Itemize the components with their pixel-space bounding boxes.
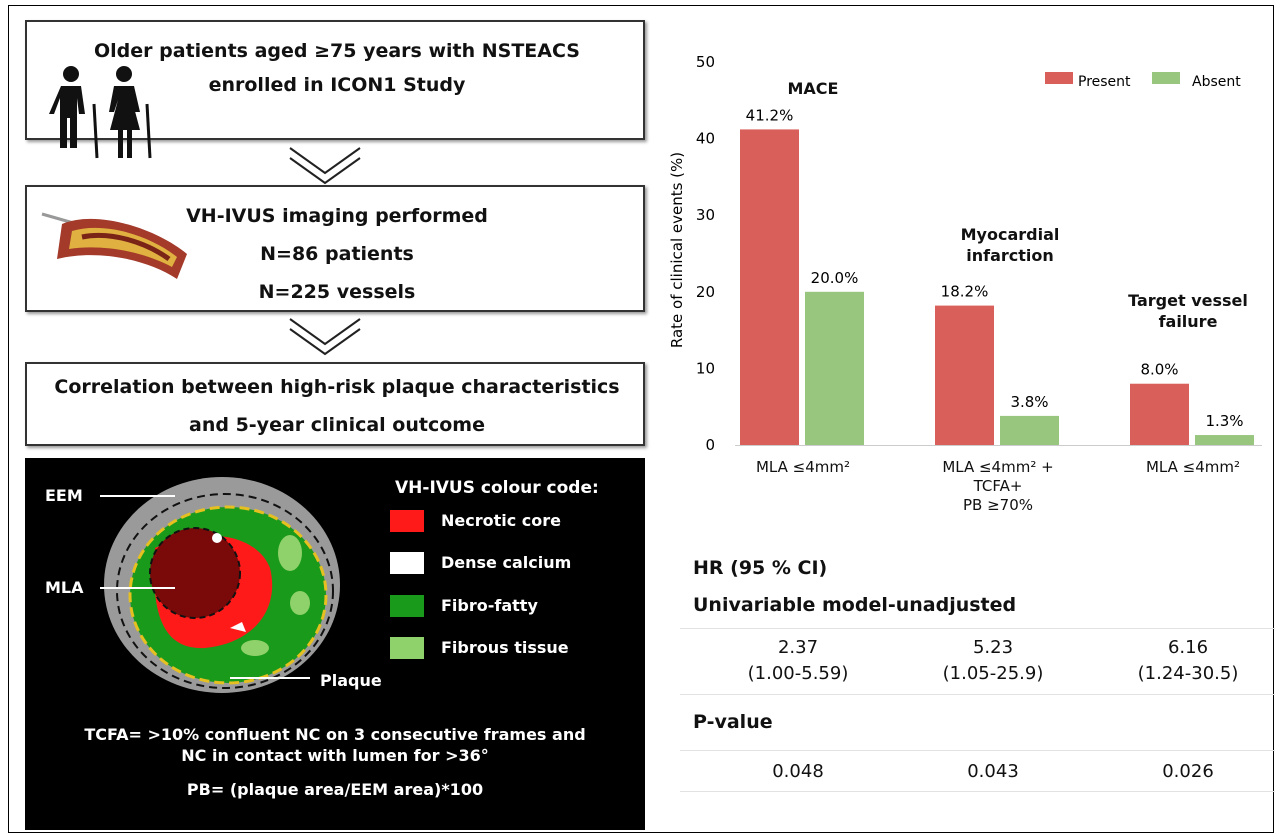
annotation: Myocardial infarction (960, 225, 1060, 265)
ivus-legend-item: Fibrous tissue (441, 638, 569, 657)
value-label: 1.3% (1205, 412, 1243, 430)
bar (1195, 435, 1254, 445)
x-tick-label: MLA ≤4mm² + TCFA+ PB ≥70% (942, 458, 1054, 514)
chevron (289, 147, 361, 185)
vessel-icon (41, 212, 187, 279)
x-tick-label: MLA ≤4mm² (1145, 458, 1241, 476)
legend-swatch (1152, 72, 1180, 84)
value-label: 8.0% (1140, 361, 1178, 379)
legend-swatch (1045, 72, 1073, 84)
table-cell: (1.00-5.59) (747, 663, 849, 684)
legend-label: Absent (1192, 74, 1241, 90)
ivus-legend-title: VH-IVUS colour code: (395, 478, 599, 498)
bar (1000, 415, 1059, 445)
y-tick-label: 0 (705, 436, 715, 454)
table-cell: 6.16 (1167, 637, 1209, 658)
table-cell: 5.23 (972, 637, 1014, 658)
value-label: 3.8% (1010, 393, 1048, 411)
step-box: Older patients aged ≥75 years with NSTEA… (25, 20, 645, 159)
ivus-note: TCFA= >10% confluent NC on 3 consecutive… (84, 725, 586, 744)
table-cell: 0.026 (1162, 761, 1214, 782)
bar (805, 291, 864, 445)
ivus-legend-item: Dense calcium (441, 553, 572, 572)
table-cell: 0.048 (772, 761, 824, 782)
step-text: and 5-year clinical outcome (189, 414, 485, 436)
section-title: Univariable model-unadjusted (693, 594, 1017, 616)
swatch (390, 595, 424, 617)
step-text: enrolled in ICON1 Study (208, 74, 466, 96)
y-tick-label: 50 (696, 53, 715, 71)
ivus-note: NC in contact with lumen for >36° (181, 746, 489, 765)
bar (935, 305, 994, 445)
step-text: VH-IVUS imaging performed (186, 205, 488, 227)
swatch (390, 552, 424, 574)
y-tick-label: 10 (696, 359, 715, 377)
table-cell: 0.043 (967, 761, 1019, 782)
ivus-panel: EEM MLA Plaque VH-IVUS colour code: Necr… (25, 458, 645, 830)
bar (740, 129, 799, 445)
ivus-label: Plaque (320, 671, 382, 690)
ivus-note: PB= (plaque area/EEM area)*100 (186, 780, 484, 799)
rule (680, 628, 1275, 629)
value-label: 18.2% (941, 283, 989, 301)
table-title: HR (95 % CI) (693, 557, 828, 579)
value-label: 41.2% (746, 106, 794, 124)
legend-label: Present (1078, 74, 1131, 90)
y-tick-label: 20 (696, 283, 715, 301)
table-cell: 2.37 (777, 637, 819, 658)
swatch (390, 637, 424, 659)
step-text: N=86 patients (260, 243, 414, 265)
rule (680, 750, 1275, 751)
ivus-label: MLA (45, 578, 84, 597)
step-text: Older patients aged ≥75 years with NSTEA… (94, 40, 580, 62)
step-box: Correlation between high-risk plaque cha… (25, 362, 645, 446)
table-cell: (1.05-25.9) (942, 663, 1044, 684)
section-title: P-value (693, 711, 773, 733)
step-text: N=225 vessels (258, 281, 416, 303)
annotation: Target vessel failure (1128, 291, 1248, 331)
annotation: MACE (787, 79, 839, 98)
x-tick-label: MLA ≤4mm² (755, 458, 851, 476)
ivus-legend-item: Fibro-fatty (441, 596, 538, 615)
bar (1130, 383, 1189, 445)
swatch (390, 510, 424, 532)
rule (680, 694, 1275, 695)
ivus-legend-item: Necrotic core (441, 511, 562, 530)
ivus-label: EEM (45, 486, 83, 505)
table-cell: (1.24-30.5) (1137, 663, 1239, 684)
value-label: 20.0% (811, 269, 859, 287)
step-box: VH-IVUS imaging performed N=86 patients … (25, 185, 645, 312)
y-tick-label: 30 (696, 206, 715, 224)
step-text: Correlation between high-risk plaque cha… (54, 376, 620, 398)
chevron (289, 318, 361, 356)
rule (680, 791, 1275, 792)
ivus-diagram (100, 477, 340, 693)
y-tick-label: 40 (696, 130, 715, 148)
frame (8, 5, 1274, 833)
chart: Rate of clinical events (%) 0 10 20 30 40 50 4… (668, 53, 1262, 454)
patients-icon (49, 66, 152, 159)
y-axis-label: Rate of clinical events (%) (668, 152, 686, 348)
